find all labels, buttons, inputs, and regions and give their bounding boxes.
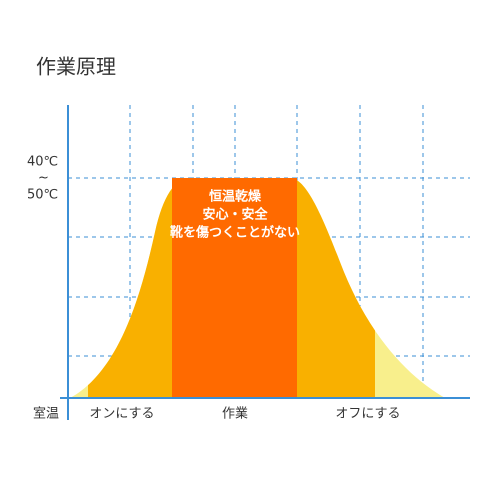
temp-low: 50℃ bbox=[27, 188, 58, 203]
temp-high: 40℃ bbox=[27, 155, 58, 170]
center-text: 安心・安全 bbox=[202, 207, 268, 223]
center-text: 恒温乾燥 bbox=[209, 189, 262, 205]
x-label: オンにする bbox=[89, 407, 154, 422]
work-zone bbox=[172, 178, 297, 398]
center-text: 靴を傷つくことがない bbox=[170, 225, 300, 241]
x-label: オフにする bbox=[335, 407, 400, 422]
x-label: 作業 bbox=[222, 406, 248, 422]
x-label: 室温 bbox=[33, 406, 59, 422]
title: 作業原理 bbox=[36, 55, 116, 79]
temp-tilde: ~ bbox=[38, 171, 49, 186]
